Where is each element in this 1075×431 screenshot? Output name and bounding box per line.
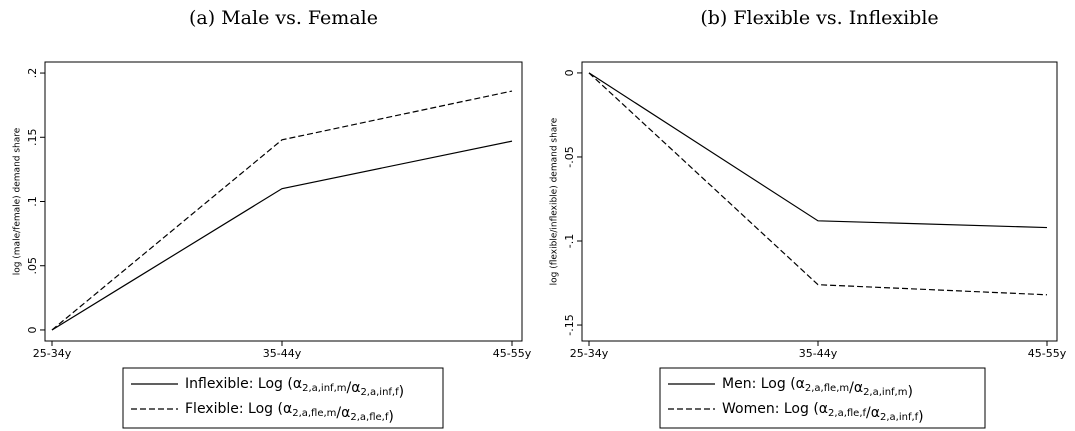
legend-label: Women: Log (α2,a,fle,f/α2,a,inf,f)	[722, 401, 924, 425]
chart-title: (b) Flexible vs. Inflexible	[700, 7, 938, 29]
y-axis-label: log (male/female) demand share	[13, 127, 23, 275]
x-tick-label: 25-34y	[570, 347, 609, 360]
chart-title: (a) Male vs. Female	[189, 7, 378, 29]
y-tick-label: .05	[26, 257, 39, 275]
data-line	[51, 90, 513, 331]
legend-box	[659, 367, 986, 429]
y-tick-label: .1	[26, 196, 39, 207]
x-tick-label: 25-34y	[33, 347, 72, 360]
plot-frame	[581, 61, 1058, 342]
y-axis-label: log (flexible/inflexible) demand share	[550, 117, 560, 285]
y-tick-label: .15	[26, 129, 39, 147]
x-tick-label: 45-55y	[493, 347, 532, 360]
y-tick-label: -.1	[563, 234, 576, 248]
legend-label: Men: Log (α2,a,fle,m/α2,a,inf,m)	[722, 376, 913, 400]
x-tick-label: 35-44y	[263, 347, 302, 360]
x-tick-label: 35-44y	[799, 347, 838, 360]
legend-label: Inflexible: Log (α2,a,inf,m/α2,a,inf,f)	[185, 376, 404, 400]
legend-label: Flexible: Log (α2,a,fle,m/α2,a,fle,f)	[185, 401, 394, 425]
y-tick-label: 0	[26, 326, 39, 333]
y-tick-label: -.05	[563, 146, 576, 167]
data-line	[588, 72, 1048, 229]
data-line	[588, 72, 1048, 296]
x-tick-label: 45-55y	[1028, 347, 1067, 360]
y-tick-label: .2	[26, 68, 39, 79]
y-tick-label: -.15	[563, 314, 576, 335]
y-tick-label: 0	[563, 69, 576, 76]
data-line	[51, 140, 513, 331]
legend-box	[122, 367, 444, 429]
